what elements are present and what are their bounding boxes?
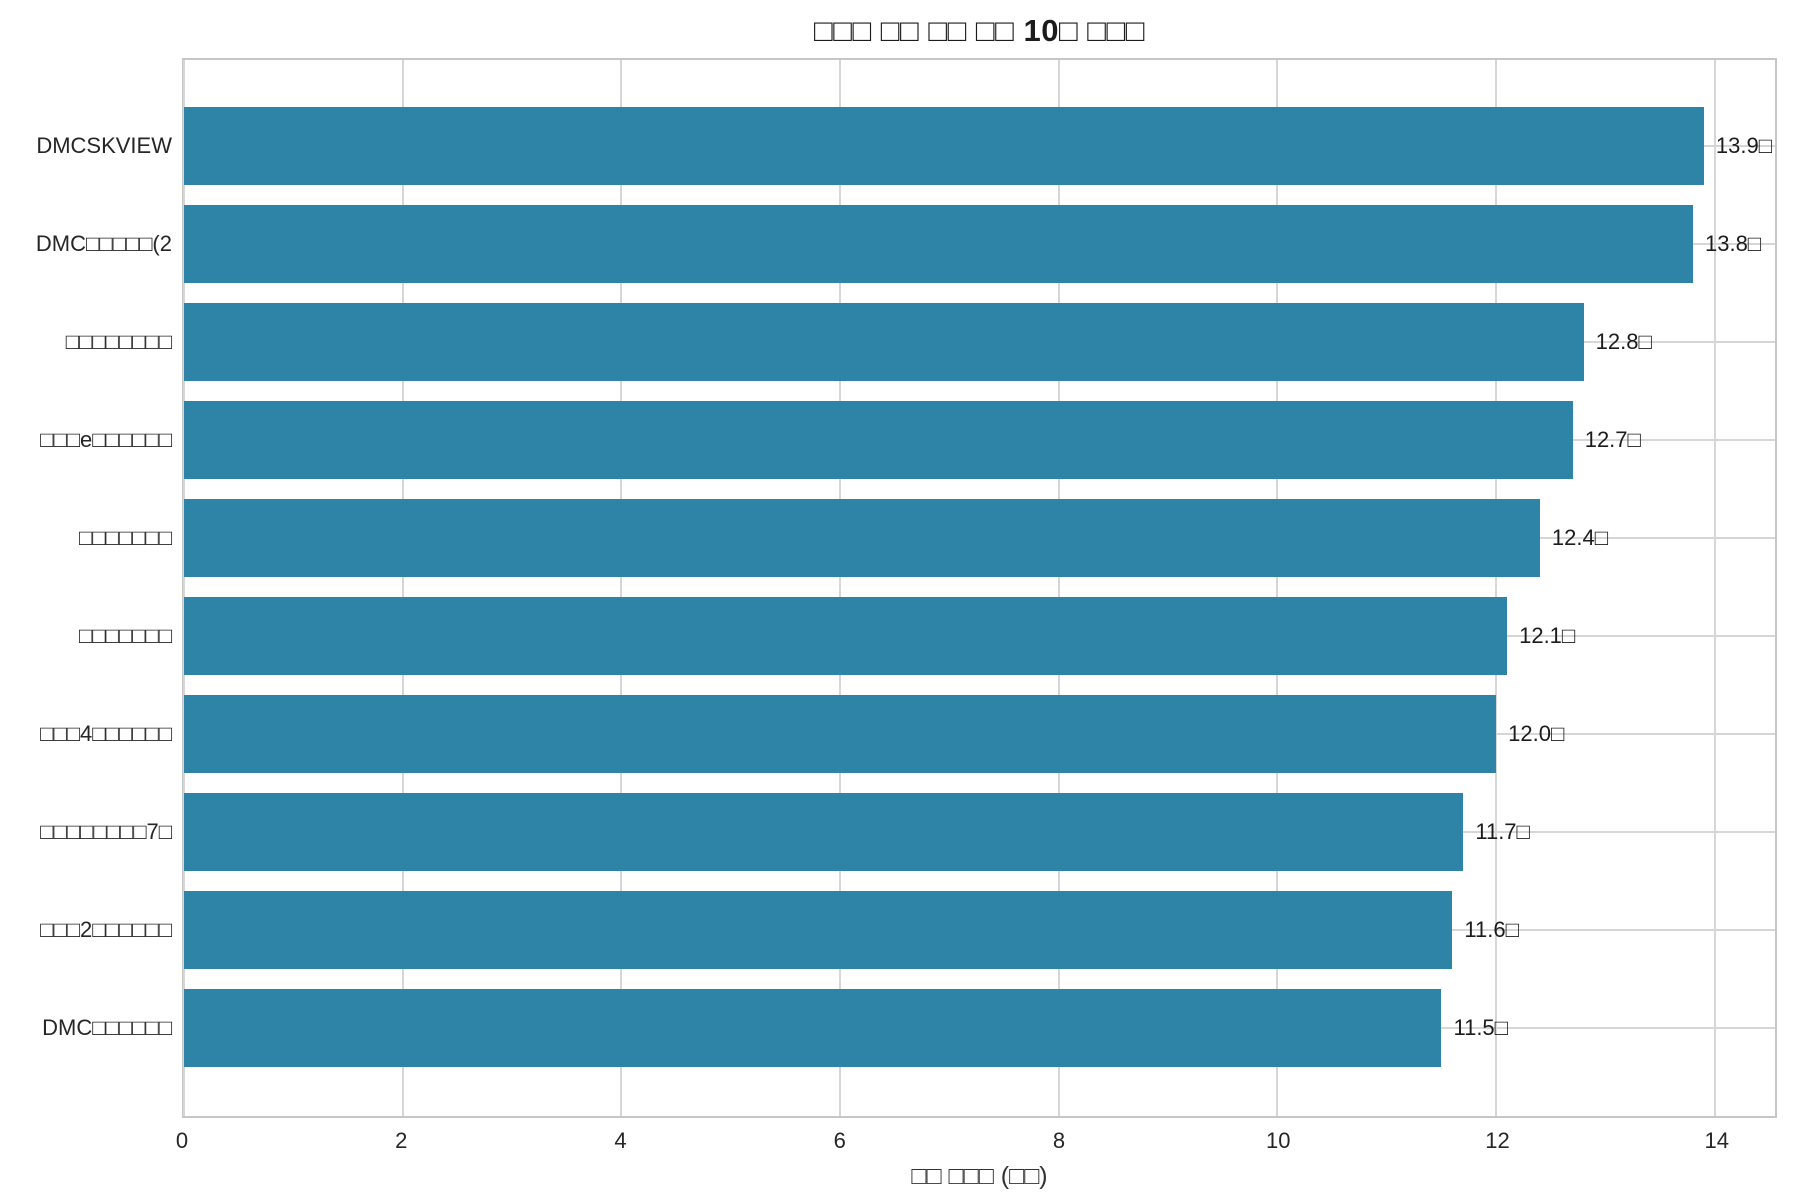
- x-tick-label: 12: [1485, 1128, 1510, 1153]
- y-axis-label: □□□e□□□□□□: [40, 427, 172, 452]
- bar-value-label: 11.5□: [1453, 1015, 1508, 1040]
- bar: [184, 303, 1584, 381]
- bar-value-label: 12.8□: [1595, 329, 1652, 354]
- y-axis-label: DMCSKVIEW: [36, 133, 172, 158]
- bar-row: □□□□□□□ 12.4□: [79, 489, 1775, 587]
- x-gridline: [401, 60, 404, 1116]
- y-axis-label: DMC□□□□□□: [42, 1015, 172, 1040]
- bar: [184, 107, 1704, 185]
- bar: [184, 989, 1442, 1067]
- x-tick-label: 6: [833, 1128, 846, 1153]
- x-gridline: [839, 60, 842, 1116]
- bar-value-label: 12.0□: [1508, 721, 1565, 746]
- chart-title: □□□ □□ □□ □□ 10□ □□□: [814, 13, 1145, 48]
- y-axis-label: □□□4□□□□□□: [40, 721, 172, 746]
- y-axis-label: □□□□□□□□7□: [40, 819, 172, 844]
- x-gridline: [1495, 60, 1498, 1116]
- x-tick-label: 4: [614, 1128, 627, 1153]
- bar: [184, 597, 1508, 675]
- bar: [184, 793, 1464, 871]
- y-axis-label: □□□2□□□□□□: [40, 917, 172, 942]
- bar: [184, 695, 1497, 773]
- x-axis-title: □□ □□□ (□□): [911, 1162, 1048, 1190]
- y-axis-label: □□□□□□□: [78, 623, 172, 648]
- x-gridline: [183, 60, 185, 1116]
- plot-area: DMCSKVIEW 13.9□ DMC□□□□□(2 13.8□ □□□□□□□…: [36, 58, 1777, 1118]
- bar-row: DMCSKVIEW 13.9□: [36, 97, 1775, 195]
- bar-row: □□□e□□□□□□ 12.7□: [40, 391, 1775, 489]
- bar: [184, 401, 1573, 479]
- bar-row: □□□□□□□□ 12.8□: [66, 293, 1775, 391]
- bar: [184, 891, 1453, 969]
- x-gridline: [1057, 60, 1060, 1116]
- bar: [184, 499, 1540, 577]
- x-gridline: [1713, 60, 1716, 1116]
- bar-row: DMC□□□□□□ 11.5□: [42, 979, 1775, 1077]
- x-tick-label: 10: [1265, 1128, 1291, 1153]
- bar-value-label: 11.6□: [1464, 917, 1519, 942]
- bar-value-label: 12.1□: [1519, 623, 1576, 648]
- bar-row: □□□□□□□ 12.1□: [79, 587, 1775, 685]
- bar-row: □□□2□□□□□□ 11.6□: [40, 881, 1775, 979]
- x-tick-label: 2: [395, 1128, 408, 1153]
- bar: [184, 205, 1693, 283]
- bar-value-label: 13.8□: [1704, 231, 1762, 256]
- bar-row: □□□4□□□□□□ 12.0□: [40, 685, 1775, 783]
- bar-value-label: 12.7□: [1584, 427, 1641, 452]
- x-gridline: [1276, 60, 1279, 1116]
- bar-row: DMC□□□□□(2 13.8□: [36, 195, 1775, 293]
- y-axis-label: □□□□□□□□: [65, 329, 172, 354]
- bar-value-label: 13.9□: [1715, 133, 1773, 158]
- x-axis-ticks: 0 2 4 6 8 10 12 14: [176, 1128, 1777, 1156]
- bar-value-label: 12.4□: [1551, 525, 1608, 550]
- bar-value-label: 11.7□: [1475, 819, 1530, 844]
- x-tick-label: 8: [1052, 1128, 1066, 1153]
- bar-row: □□□□□□□□7□ 11.7□: [40, 783, 1775, 881]
- y-axis-label: DMC□□□□□(2: [35, 231, 172, 256]
- x-tick-label: 14: [1704, 1128, 1729, 1153]
- bar-rows: DMCSKVIEW 13.9□ DMC□□□□□(2 13.8□ □□□□□□□…: [36, 97, 1775, 1077]
- x-gridline: [620, 60, 623, 1116]
- x-gridlines: [183, 60, 1775, 1116]
- x-tick-label: 0: [175, 1128, 189, 1153]
- y-axis-label: □□□□□□□: [78, 525, 172, 550]
